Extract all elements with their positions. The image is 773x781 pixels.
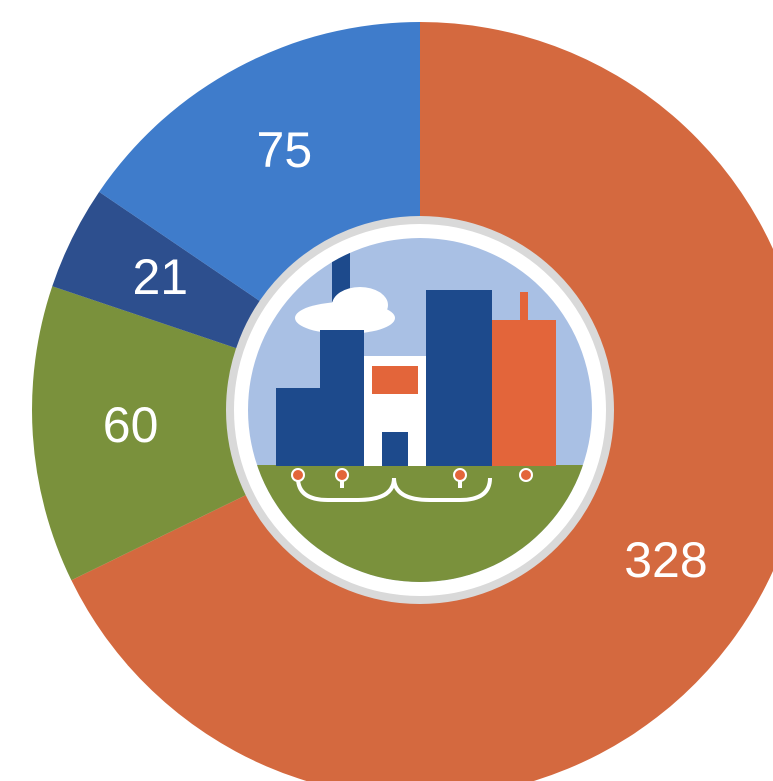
data-label: 21 bbox=[132, 249, 188, 305]
page: 328602175 (() => { const data = JSON.par… bbox=[0, 0, 773, 781]
center-icon bbox=[230, 220, 610, 600]
data-label: 328 bbox=[624, 532, 707, 588]
data-label: 60 bbox=[103, 397, 159, 453]
chart: 328 60 21 75 bbox=[0, 0, 773, 781]
data-label: 75 bbox=[257, 122, 313, 178]
